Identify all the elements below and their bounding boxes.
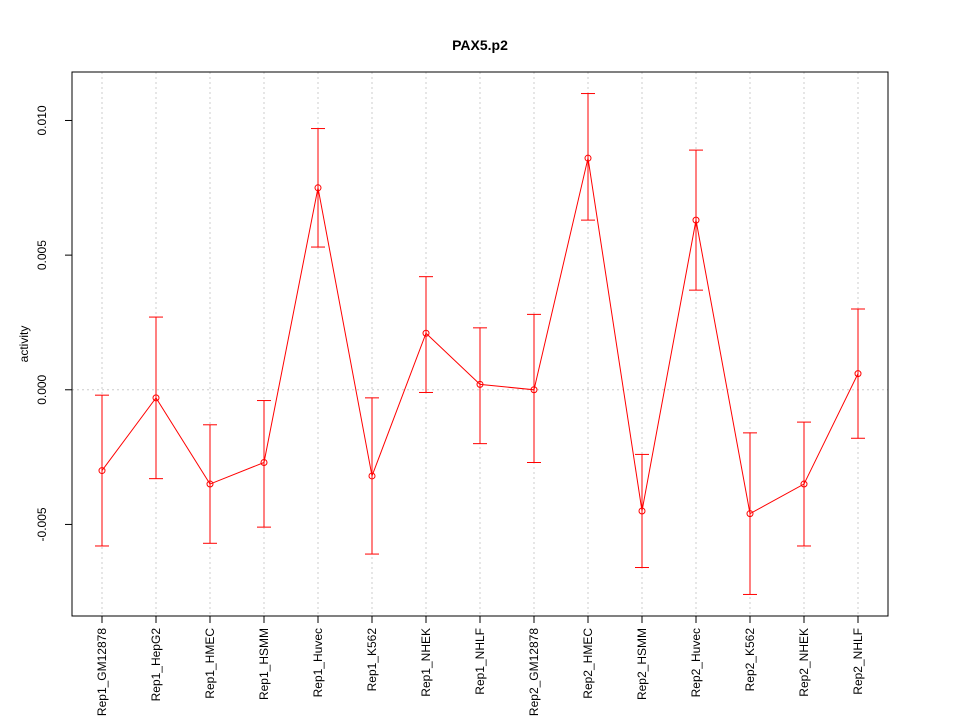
x-tick-label: Rep1_K562	[365, 628, 379, 692]
x-tick-label: Rep2_HMEC	[581, 628, 595, 699]
x-tick-label: Rep1_Huvec	[311, 628, 325, 697]
x-tick-label: Rep2_NHEK	[797, 628, 811, 697]
data-point	[692, 216, 700, 224]
data-point	[206, 480, 214, 488]
x-tick-label: Rep1_HepG2	[149, 628, 163, 702]
data-point	[260, 458, 268, 466]
data-point	[476, 380, 484, 388]
data-point	[422, 329, 430, 337]
x-tick-label: Rep2_GM12878	[527, 628, 541, 716]
y-tick-label: -0.005	[35, 507, 49, 541]
data-point	[800, 480, 808, 488]
data-point	[152, 394, 160, 402]
data-point	[314, 184, 322, 192]
data-point	[854, 370, 862, 378]
series-line	[101, 158, 859, 515]
x-axis: Rep1_GM12878 Rep1_HepG2 Rep1_HMEC Rep1_HSMM…	[95, 616, 865, 716]
data-point	[584, 154, 592, 162]
data-point	[368, 472, 376, 480]
y-axis: -0.005 0.000 0.005 0.010	[35, 105, 72, 541]
series-activity	[95, 93, 865, 595]
data-point	[746, 510, 754, 518]
x-tick-label: Rep2_HSMM	[635, 628, 649, 700]
x-tick-label: Rep1_GM12878	[95, 628, 109, 716]
y-tick-label: 0.000	[35, 374, 49, 404]
x-tick-label: Rep1_HMEC	[203, 628, 217, 699]
data-point	[530, 386, 538, 394]
y-tick-label: 0.010	[35, 105, 49, 135]
x-tick-label: Rep1_NHEK	[419, 628, 433, 697]
y-tick-label: 0.005	[35, 240, 49, 270]
y-axis-label: activity	[17, 326, 31, 363]
data-point	[98, 467, 106, 475]
chart-title: PAX5.p2	[452, 37, 508, 53]
x-tick-label: Rep1_NHLF	[473, 628, 487, 695]
x-tick-label: Rep1_HSMM	[257, 628, 271, 700]
x-tick-label: Rep2_Huvec	[689, 628, 703, 697]
x-tick-label: Rep2_K562	[743, 628, 757, 692]
x-tick-label: Rep2_NHLF	[851, 628, 865, 695]
data-point	[638, 507, 646, 515]
